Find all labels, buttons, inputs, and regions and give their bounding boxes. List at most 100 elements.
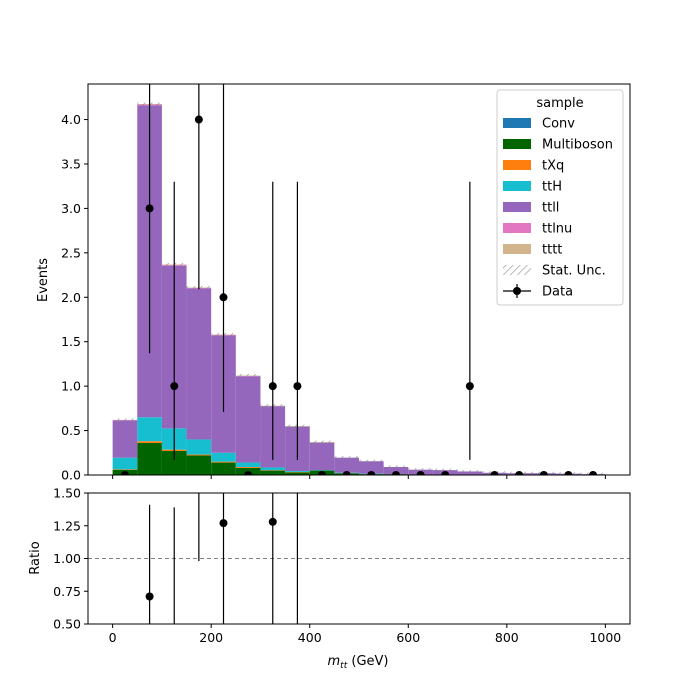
legend-swatch-7 (503, 265, 531, 275)
ratio-axes-frame (87, 492, 631, 625)
data-point-2 (170, 382, 179, 391)
x-axis-label: mtt (GeV) (328, 654, 389, 671)
ratio-xtick-label-3: 600 (396, 630, 420, 645)
main-ytick-label-4: 2.0 (61, 290, 81, 305)
legend-label-5: ttlnu (542, 222, 572, 237)
main-ytick-label-1: 0.5 (61, 423, 81, 438)
data-point-6 (268, 382, 277, 391)
legend-label-3: ttH (542, 180, 562, 195)
bar-tth-bin-4 (211, 452, 236, 462)
data-point-1 (145, 204, 154, 213)
legend: sample Conv Multiboson tXq ttH ttll ttlnu tttt… (496, 89, 624, 306)
bar-tth-bin-5 (235, 462, 261, 468)
legend-label-4: ttll (542, 201, 559, 216)
stat-unc-bin-5 (235, 373, 261, 377)
ratio-panel: 0.50 0.75 1.00 1.25 1.50 0 200 400 600 800 1000 R… (28, 486, 631, 671)
ratio-x-ticks: 0 200 400 600 800 1000 (109, 624, 621, 645)
stat-unc-bin-0 (112, 418, 138, 422)
main-axes-frame (87, 83, 631, 476)
legend-label-0: Conv (542, 117, 575, 132)
data-point-12 (416, 471, 425, 475)
ratio-xtick-label-0: 0 (109, 630, 117, 645)
ratio-y-ticks: 0.50 0.75 1.00 1.25 1.50 (53, 486, 88, 632)
ratio-point-4 (268, 517, 277, 526)
ratio-ytick-label-1: 0.75 (53, 584, 81, 599)
ratio-xtick-label-1: 200 (199, 630, 223, 645)
ratio-points (145, 493, 299, 624)
bar-tth-bin-0 (112, 457, 138, 470)
ratio-point-3 (219, 519, 228, 528)
bar-ttll-bin-8 (309, 442, 335, 471)
legend-label-6: tttt (542, 243, 562, 258)
data-point-5 (244, 471, 253, 475)
data-point-15 (490, 471, 499, 475)
legend-label-1: Multiboson (542, 138, 613, 153)
ratio-xtick-label-5: 1000 (589, 630, 621, 645)
main-ytick-label-5: 2.5 (61, 245, 81, 260)
ratio-xtick-label-4: 800 (495, 630, 519, 645)
bar-multiboson-bin-1 (137, 443, 162, 475)
data-point-4 (219, 293, 228, 302)
bar-multiboson-bin-2 (161, 451, 187, 475)
data-point-13 (441, 471, 450, 475)
legend-swatch-2 (503, 160, 531, 170)
data-point-17 (539, 471, 548, 475)
stat-unc-bin-11 (383, 465, 409, 469)
stat-unc-bin-10 (359, 459, 384, 463)
main-x-ticks (112, 475, 606, 479)
ratio-ytick-label-2: 1.00 (53, 551, 81, 566)
main-ytick-label-3: 1.5 (61, 334, 81, 349)
ratio-xtick-label-2: 400 (298, 630, 322, 645)
legend-swatch-1 (503, 139, 531, 149)
bar-tth-bin-3 (186, 439, 212, 455)
bar-multiboson-bin-7 (285, 472, 310, 475)
legend-label-7: Stat. Unc. (542, 264, 606, 279)
stat-unc-bin-12 (408, 468, 433, 472)
bar-tth-bin-7 (285, 471, 310, 472)
bar-ttll-bin-10 (359, 461, 384, 474)
main-y-axis-label: Events (36, 258, 51, 302)
main-ytick-label-7: 3.5 (61, 156, 81, 171)
data-point-18 (564, 471, 573, 475)
stat-unc-bin-9 (334, 456, 359, 460)
data-point-8 (318, 471, 327, 475)
bar-multiboson-bin-4 (211, 462, 236, 475)
stat-unc-bin-8 (309, 440, 335, 444)
stat-unc-bin-14 (457, 469, 483, 473)
main-y-ticks: 0.0 0.5 1.0 1.5 2.0 2.5 3.0 3.5 4.0 (61, 112, 88, 483)
data-point-14 (465, 382, 474, 391)
legend-swatch-3 (503, 181, 531, 191)
main-ytick-label-2: 1.0 (61, 379, 81, 394)
ratio-y-axis-label: Ratio (28, 541, 43, 574)
data-point-7 (293, 382, 302, 391)
data-point-9 (342, 471, 351, 475)
main-ytick-label-6: 3.0 (61, 201, 81, 216)
legend-swatch-5 (503, 223, 531, 233)
bar-txq-bin-1 (137, 441, 162, 444)
data-point-10 (367, 471, 376, 475)
legend-data-marker (513, 287, 521, 295)
legend-label-2: tXq (542, 159, 564, 174)
bar-multiboson-bin-6 (260, 470, 286, 475)
bar-txq-bin-5 (235, 467, 261, 468)
main-ytick-label-0: 0.0 (61, 468, 81, 483)
legend-swatch-0 (503, 118, 531, 128)
bar-ttll-bin-11 (383, 467, 409, 475)
bar-ttll-bin-14 (457, 471, 483, 475)
bar-ttll-bin-0 (112, 420, 138, 458)
legend-title: sample (536, 96, 583, 111)
bar-txq-bin-3 (186, 454, 212, 456)
main-panel: 0.0 0.5 1.0 1.5 2.0 2.5 3.0 3.5 4.0 Events (36, 83, 631, 483)
ratio-point-0 (145, 592, 154, 601)
ratio-ytick-label-4: 1.50 (53, 486, 81, 501)
legend-items: Conv Multiboson tXq ttH ttll ttlnu tttt Stat. U… (503, 117, 613, 300)
bar-ttll-bin-9 (334, 457, 359, 473)
stat-unc-bin-13 (432, 468, 458, 472)
legend-swatch-6 (503, 244, 531, 254)
legend-swatch-4 (503, 202, 531, 212)
data-point-0 (120, 471, 129, 475)
ratio-ytick-label-0: 0.50 (53, 617, 81, 632)
data-point-19 (589, 471, 598, 475)
data-point-16 (515, 471, 524, 475)
